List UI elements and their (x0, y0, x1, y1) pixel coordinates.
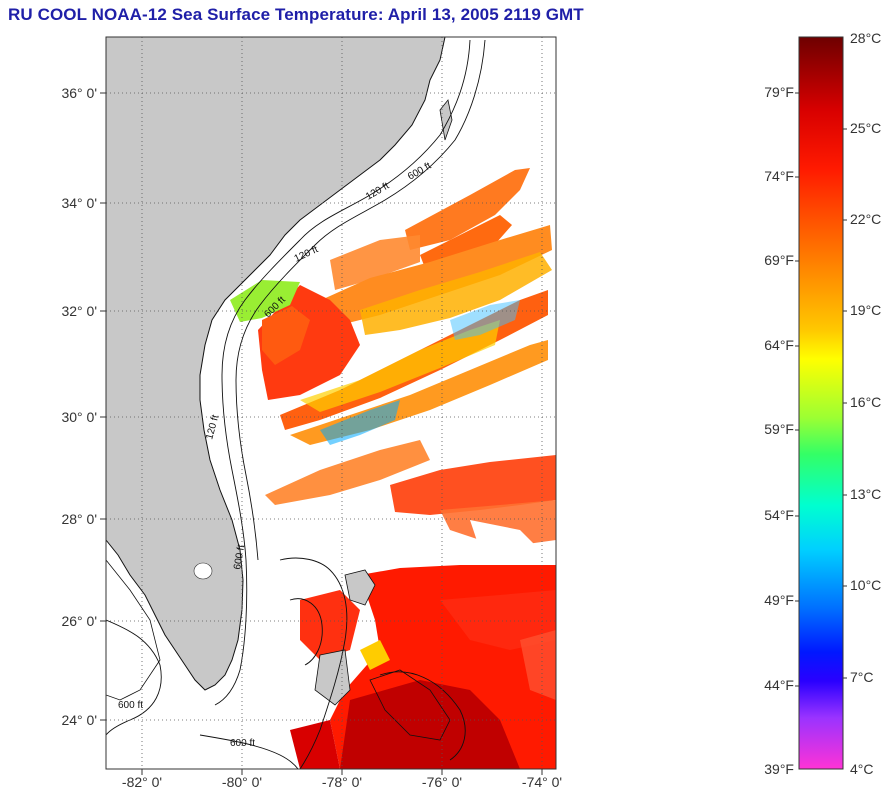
colorbar-celsius-label: 7°C (850, 669, 874, 685)
map-ticks (100, 92, 543, 775)
lon-label: -78° 0' (321, 774, 363, 790)
lat-label: 26° 0' (61, 613, 97, 629)
southeast-us-land (106, 37, 446, 691)
lat-label: 36° 0' (61, 85, 97, 101)
isobath-label: 600 ft (118, 700, 143, 711)
colorbar-celsius-label: 22°C (850, 211, 882, 227)
map-frame (105, 36, 557, 770)
land-layer (106, 37, 453, 741)
colorbar-celsius-label: 13°C (850, 486, 882, 502)
map-area: 120 ft 600 ft 120 ft 600 ft 120 ft 600 f… (106, 37, 556, 769)
colorbar-fahrenheit-label: 59°F (764, 421, 794, 437)
lat-label: 30° 0' (61, 409, 97, 425)
colorbar-fahrenheit-label: 79°F (764, 84, 794, 100)
colorbar-fahrenheit-label: 54°F (764, 507, 794, 523)
colorbar-celsius-label: 28°C (850, 30, 882, 46)
colorbar-fahrenheit-label: 39°F (764, 761, 794, 777)
lon-label: -76° 0' (421, 774, 463, 790)
colorbar-ticks (795, 92, 847, 687)
colorbar-fahrenheit-label: 44°F (764, 677, 794, 693)
map-title: RU COOL NOAA-12 Sea Surface Temperature:… (8, 5, 584, 24)
isobath-contours (106, 39, 486, 769)
colorbar (798, 36, 844, 770)
lon-label: -74° 0' (521, 774, 563, 790)
colorbar-celsius-label: 19°C (850, 302, 882, 318)
colorbar-celsius-label: 25°C (850, 120, 882, 136)
lat-lon-grid (106, 37, 556, 769)
colorbar-fahrenheit-label: 49°F (764, 592, 794, 608)
lat-label: 24° 0' (61, 712, 97, 728)
colorbar-fahrenheit-label: 69°F (764, 252, 794, 268)
lat-label: 34° 0' (61, 195, 97, 211)
lon-label: -80° 0' (221, 774, 263, 790)
colorbar-fahrenheit-label: 74°F (764, 168, 794, 184)
isobath-label: 600 ft (230, 738, 255, 749)
colorbar-celsius-label: 4°C (850, 761, 874, 777)
colorbar-celsius-label: 10°C (850, 577, 882, 593)
colorbar-celsius-label: 16°C (850, 394, 882, 410)
lat-label: 32° 0' (61, 303, 97, 319)
lon-label: -82° 0' (121, 774, 163, 790)
isobath-label: 600 ft (232, 544, 247, 571)
sst-data-layer (230, 168, 556, 769)
lat-label: 28° 0' (61, 511, 97, 527)
colorbar-fahrenheit-label: 64°F (764, 337, 794, 353)
